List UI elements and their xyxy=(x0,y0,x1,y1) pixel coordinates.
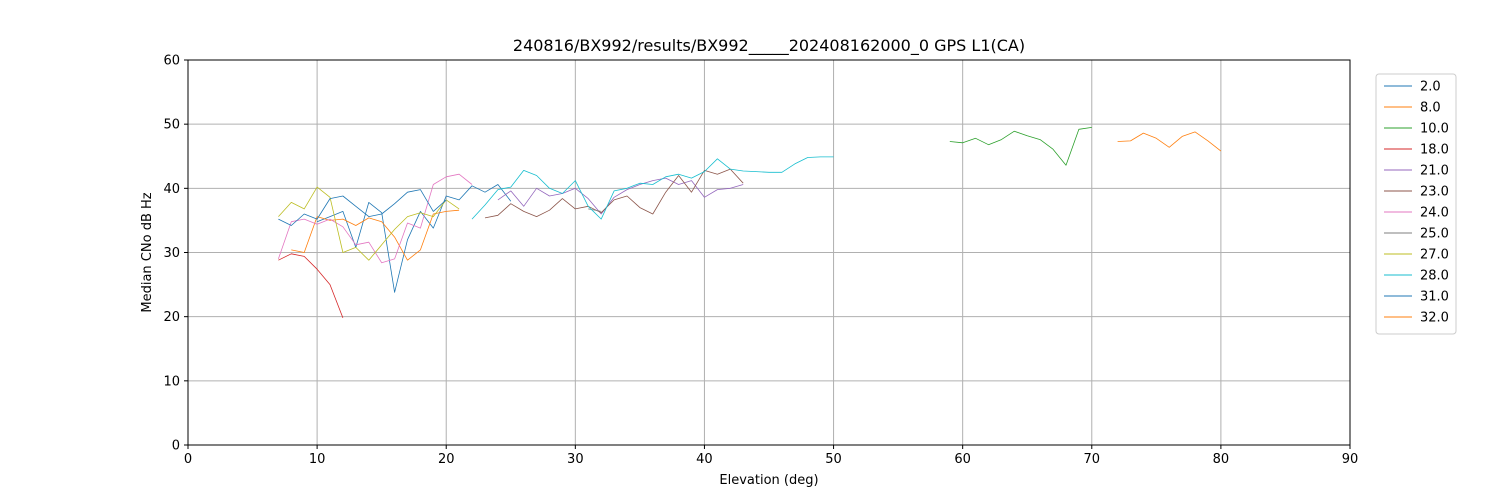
series-line-23.0 xyxy=(484,168,744,219)
legend-label: 32.0 xyxy=(1420,311,1449,326)
x-tick-label: 60 xyxy=(954,452,971,467)
series-line-28.0 xyxy=(471,156,834,220)
legend-label: 23.0 xyxy=(1420,185,1449,200)
y-tick-label: 40 xyxy=(163,182,180,197)
y-tick-label: 10 xyxy=(163,374,180,389)
legend-label: 31.0 xyxy=(1420,290,1449,305)
series-line-10.0 xyxy=(949,127,1092,166)
legend-label: 21.0 xyxy=(1420,164,1449,179)
legend-box xyxy=(1375,73,1457,335)
legend-label: 8.0 xyxy=(1420,101,1441,116)
series-line-24.0 xyxy=(278,173,473,264)
legend-entry: 8.0 xyxy=(1384,101,1441,116)
y-tick-label: 0 xyxy=(172,439,180,454)
chart-title: 240816/BX992/results/BX992_____202408162… xyxy=(513,36,1025,56)
legend-label: 2.0 xyxy=(1420,80,1441,95)
series-line-31.0 xyxy=(278,189,447,226)
legend-label: 24.0 xyxy=(1420,206,1449,221)
series-line-32.0 xyxy=(1117,131,1222,152)
legend-entry: 24.0 xyxy=(1384,206,1449,221)
legend-entry: 27.0 xyxy=(1384,248,1449,263)
x-tick-label: 20 xyxy=(438,452,455,467)
x-tick-label: 10 xyxy=(309,452,326,467)
y-tick-label: 30 xyxy=(163,246,180,261)
legend-entry: 21.0 xyxy=(1384,164,1449,179)
x-tick-label: 90 xyxy=(1342,452,1359,467)
legend-label: 28.0 xyxy=(1420,269,1449,284)
grid-lines xyxy=(187,59,1351,446)
legend-entry: 10.0 xyxy=(1384,122,1449,137)
legend-entry: 23.0 xyxy=(1384,185,1449,200)
x-tick-label: 0 xyxy=(184,452,192,467)
y-tick-label: 60 xyxy=(163,54,180,69)
legend-label: 27.0 xyxy=(1420,248,1449,263)
legend-label: 25.0 xyxy=(1420,227,1449,242)
series-line-2.0 xyxy=(316,184,512,293)
legend-entry: 32.0 xyxy=(1384,311,1449,326)
y-tick-label: 50 xyxy=(163,118,180,133)
series-line-8.0 xyxy=(291,209,460,261)
x-tick-label: 40 xyxy=(696,452,713,467)
series-line-21.0 xyxy=(497,177,744,215)
axis-ticks: 0 10 20 30 40 50 60 70 80 90 0 10 20 30 40 50 60 xyxy=(163,54,1358,468)
legend-entry: 28.0 xyxy=(1384,269,1449,284)
x-tick-label: 30 xyxy=(567,452,584,467)
series-line-27.0 xyxy=(278,186,460,261)
legend-entry: 31.0 xyxy=(1384,290,1449,305)
series-line-25.0 xyxy=(588,208,602,212)
x-tick-label: 70 xyxy=(1084,452,1101,467)
legend-entry: 18.0 xyxy=(1384,143,1449,158)
series-layer xyxy=(278,127,1222,319)
series-line-18.0 xyxy=(278,253,344,319)
y-tick-label: 20 xyxy=(163,310,180,325)
legend-entry: 25.0 xyxy=(1384,227,1449,242)
x-tick-label: 50 xyxy=(825,452,842,467)
legend-entry: 2.0 xyxy=(1384,80,1441,95)
legend-label: 10.0 xyxy=(1420,122,1449,137)
y-axis-label: Median CNo dB Hz xyxy=(140,192,155,312)
x-tick-label: 80 xyxy=(1213,452,1230,467)
legend: 2.0 8.0 10.0 18.0 21.0 23.0 24.0 25.0 27.0 28.0 31… xyxy=(1375,73,1457,335)
legend-label: 18.0 xyxy=(1420,143,1449,158)
x-axis-label: Elevation (deg) xyxy=(719,473,818,488)
